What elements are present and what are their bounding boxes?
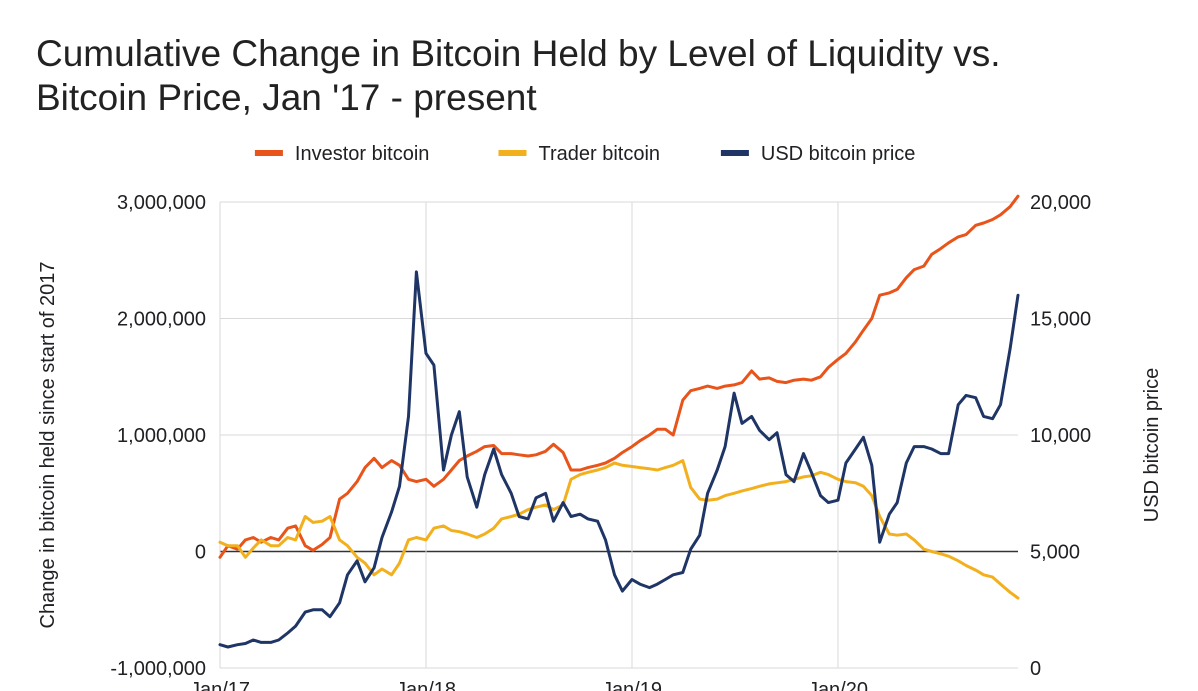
chart-title: Cumulative Change in Bitcoin Held by Lev…	[36, 32, 1156, 120]
legend-swatch-usd-bitcoin-price	[720, 150, 749, 156]
x-tick-label: Jan/19	[602, 679, 662, 691]
y2-tick-label: 10,000	[1030, 425, 1091, 447]
y2-tick-label: 15,000	[1030, 309, 1091, 331]
legend-swatch-investor-bitcoin	[254, 150, 283, 156]
x-tick-label: Jan/20	[808, 679, 868, 691]
chart-title-line-1: Cumulative Change in Bitcoin Held by Lev…	[36, 33, 1001, 74]
y-axis-title: Change in bitcoin held since start of 20…	[37, 262, 59, 629]
legend-swatch-trader-bitcoin	[498, 150, 527, 156]
series-line-trader-bitcoin	[218, 459, 1020, 600]
y2-tick-label: 20,000	[1030, 192, 1091, 214]
y-tick-label: 0	[195, 542, 206, 564]
y-tick-label: 3,000,000	[117, 192, 206, 214]
chart-legend: Investor bitcoin Trader bitcoin USD bitcoi…	[254, 143, 916, 165]
chart-title-line-2: Bitcoin Price, Jan '17 - present	[36, 77, 537, 118]
legend-label-usd-bitcoin-price: USD bitcoin price	[761, 143, 916, 165]
y-tick-label: 1,000,000	[117, 425, 206, 447]
legend-label-investor-bitcoin: Investor bitcoin	[295, 143, 430, 165]
x-tick-label: Jan/17	[190, 679, 250, 691]
y2-axis-title: USD bitcoin price	[1141, 368, 1163, 523]
chart-series	[218, 194, 1020, 649]
x-tick-label: Jan/18	[396, 679, 456, 691]
y2-tick-label: 0	[1030, 658, 1041, 680]
chart-grid	[219, 201, 1018, 669]
y2-tick-label: 5,000	[1030, 542, 1080, 564]
series-line-usd-bitcoin-price	[218, 270, 1020, 649]
y-tick-label: 2,000,000	[117, 309, 206, 331]
y-tick-label: -1,000,000	[110, 658, 206, 680]
series-line-investor-bitcoin	[218, 194, 1020, 559]
chart-axes: -1,000,000 0 1,000,000 2,000,000 3,000,000 0 5…	[110, 192, 1091, 691]
legend-label-trader-bitcoin: Trader bitcoin	[539, 143, 661, 165]
